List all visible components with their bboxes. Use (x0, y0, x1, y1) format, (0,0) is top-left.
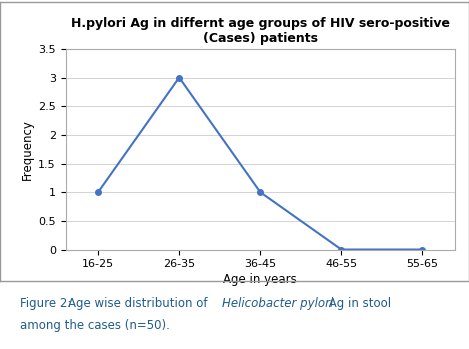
Y-axis label: Frequency: Frequency (21, 119, 34, 180)
X-axis label: Age in years: Age in years (223, 273, 297, 287)
Text: Ag in stool: Ag in stool (325, 297, 391, 310)
Text: among the cases (n=50).: among the cases (n=50). (20, 319, 170, 332)
Text: Age wise distribution of: Age wise distribution of (68, 297, 211, 310)
Text: Helicobacter pylori: Helicobacter pylori (222, 297, 333, 310)
Title: H.pylori Ag in differnt age groups of HIV sero-positive
(Cases) patients: H.pylori Ag in differnt age groups of HI… (71, 17, 450, 45)
Text: Figure 2:: Figure 2: (20, 297, 75, 310)
